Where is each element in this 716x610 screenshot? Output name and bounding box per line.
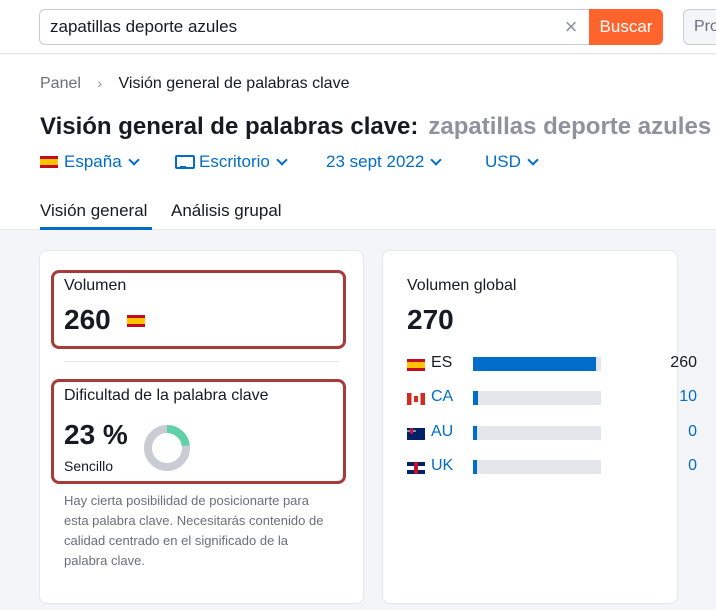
volume-bar-fill bbox=[473, 357, 596, 371]
country-filter-label: España bbox=[64, 152, 122, 171]
country-filter[interactable]: España bbox=[40, 151, 140, 173]
difficulty-donut-chart bbox=[144, 425, 190, 471]
close-icon[interactable]: × bbox=[564, 14, 578, 39]
date-filter-label: 23 sept 2022 bbox=[326, 152, 425, 171]
volume-bar-track bbox=[473, 391, 601, 405]
volume-highlight bbox=[51, 270, 346, 349]
volume-value: 260 bbox=[64, 304, 111, 335]
volume-bar-track bbox=[473, 426, 601, 440]
global-volume-value: 270 bbox=[407, 304, 454, 335]
device-filter-label: Escritorio bbox=[199, 152, 270, 171]
monitor-icon bbox=[175, 155, 195, 169]
tab-vision-general[interactable]: Visión general bbox=[40, 201, 152, 230]
country-row-au[interactable]: AU 0 bbox=[407, 423, 697, 443]
difficulty-highlight bbox=[51, 379, 346, 484]
chevron-down-icon bbox=[128, 154, 140, 166]
breadcrumb-home-link[interactable]: Panel bbox=[40, 75, 81, 92]
top-bar: × Buscar Pro bbox=[0, 0, 716, 54]
volume-bar-fill bbox=[473, 391, 479, 405]
chevron-down-icon bbox=[527, 154, 539, 166]
chevron-down-icon bbox=[430, 154, 442, 166]
date-filter[interactable]: 23 sept 2022 bbox=[326, 151, 442, 173]
country-volume-link[interactable]: 0 bbox=[688, 423, 697, 440]
difficulty-level: Sencillo bbox=[64, 458, 114, 474]
volume-bar-fill bbox=[473, 460, 477, 474]
tab-analisis-grupal[interactable]: Análisis grupal bbox=[171, 201, 282, 220]
flag-es-icon bbox=[407, 359, 425, 371]
flag-au-icon bbox=[407, 428, 425, 440]
global-volume-card: Volumen global 270 ES 260 CA 10 AU 0 UK … bbox=[382, 250, 697, 604]
chevron-right-icon: › bbox=[97, 75, 103, 91]
flag-es-icon bbox=[40, 156, 58, 168]
chevron-down-icon bbox=[276, 154, 288, 166]
volume-label: Volumen bbox=[64, 277, 127, 294]
difficulty-label: Dificultad de la palabra clave bbox=[64, 387, 269, 404]
country-code-link[interactable]: AU bbox=[431, 423, 454, 440]
volume-bar-fill bbox=[473, 426, 477, 440]
currency-filter-label: USD bbox=[485, 152, 521, 171]
page-title-keyword: zapatillas deporte azules bbox=[428, 113, 712, 140]
breadcrumb: Panel › Visión general de palabras clave bbox=[40, 75, 349, 93]
country-row-uk[interactable]: UK 0 bbox=[407, 457, 697, 477]
country-row-es: ES 260 bbox=[407, 354, 697, 374]
currency-filter[interactable]: USD bbox=[485, 151, 539, 173]
country-code-link[interactable]: UK bbox=[431, 457, 454, 474]
search-box: × bbox=[39, 9, 590, 45]
country-row-ca[interactable]: CA 10 bbox=[407, 388, 697, 408]
page-title: Visión general de palabras clave: zapatil… bbox=[40, 113, 711, 141]
difficulty-description: Hay cierta posibilidad de posicionarte p… bbox=[64, 493, 324, 568]
flag-uk-icon bbox=[407, 462, 425, 474]
search-input[interactable] bbox=[50, 10, 555, 44]
flag-es-icon bbox=[127, 315, 145, 327]
country-volume: 260 bbox=[670, 354, 697, 371]
difficulty-value: 23 % bbox=[64, 419, 128, 450]
search-button[interactable]: Buscar bbox=[589, 9, 663, 45]
global-volume-label: Volumen global bbox=[407, 277, 517, 294]
volume-bar-track bbox=[473, 357, 601, 371]
keyword-metrics-card: Volumen 260 Dificultad de la palabra cla… bbox=[39, 250, 364, 604]
country-code-link[interactable]: CA bbox=[431, 388, 454, 405]
page-title-prefix: Visión general de palabras clave: bbox=[40, 113, 419, 140]
donut-fill bbox=[144, 425, 190, 471]
device-filter[interactable]: Escritorio bbox=[175, 151, 288, 173]
country-volume-link[interactable]: 0 bbox=[688, 457, 697, 474]
country-code: ES bbox=[431, 354, 453, 371]
volume-bar-track bbox=[473, 460, 601, 474]
pro-button[interactable]: Pro bbox=[683, 9, 716, 45]
divider bbox=[64, 361, 340, 362]
header-area: Panel › Visión general de palabras clave… bbox=[0, 55, 716, 230]
country-volume-link[interactable]: 10 bbox=[679, 388, 697, 405]
breadcrumb-current: Visión general de palabras clave bbox=[118, 75, 350, 92]
flag-ca-icon bbox=[407, 393, 425, 405]
